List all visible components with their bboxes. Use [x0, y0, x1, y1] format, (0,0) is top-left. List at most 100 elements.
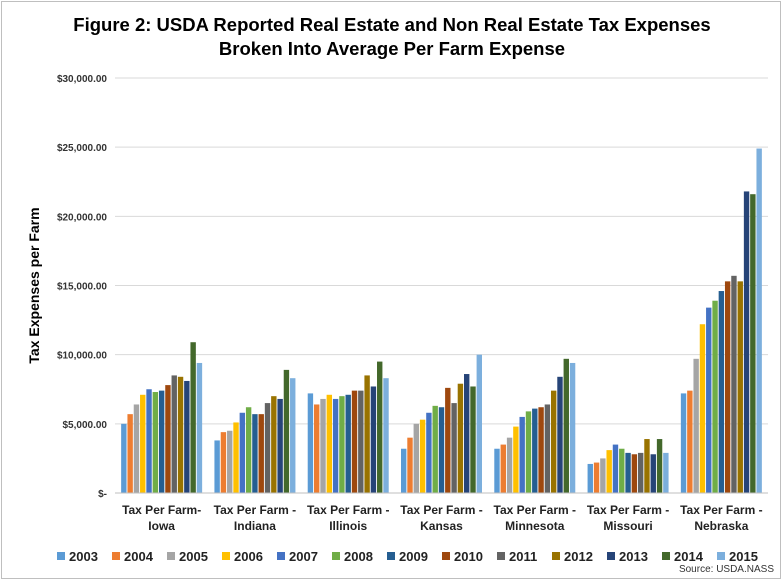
bar	[593, 462, 600, 493]
bar	[339, 396, 345, 493]
bar	[457, 383, 464, 493]
legend-swatch	[167, 552, 175, 560]
legend-label: 2014	[674, 548, 703, 564]
bar	[419, 419, 426, 493]
bar	[227, 430, 233, 493]
y-tick-label: $20,000.00	[57, 212, 107, 223]
bar	[364, 375, 370, 493]
category-label: Iowa	[148, 519, 175, 533]
bar	[718, 291, 725, 493]
bar	[464, 374, 470, 493]
bar	[445, 387, 451, 493]
bar	[470, 386, 476, 493]
legend-swatch	[112, 552, 120, 560]
bar	[619, 448, 625, 493]
bar	[650, 454, 656, 493]
bar	[500, 444, 506, 493]
bar	[600, 458, 606, 493]
legend-label: 2012	[564, 548, 593, 564]
bar	[637, 452, 644, 493]
bar	[177, 376, 184, 493]
category-label: Tax Per Farm -	[494, 503, 576, 517]
bar	[519, 416, 525, 493]
bar	[277, 398, 283, 493]
y-tick-label: $30,000.00	[57, 74, 107, 85]
bar	[165, 385, 171, 493]
bar	[133, 404, 140, 493]
bar	[644, 439, 650, 493]
bar	[680, 393, 687, 493]
legend-swatch	[442, 552, 450, 560]
bar	[426, 412, 432, 493]
bar	[557, 376, 563, 493]
legend-item: 2008	[332, 546, 373, 566]
bar	[712, 300, 718, 493]
bar	[525, 411, 532, 493]
legend-label: 2015	[729, 548, 758, 564]
bar	[345, 394, 351, 493]
legend-label: 2006	[234, 548, 263, 564]
bar	[724, 281, 731, 493]
legend-swatch	[717, 552, 725, 560]
bar	[538, 407, 544, 493]
bar	[737, 281, 743, 493]
bar	[220, 432, 227, 493]
legend-item: 2014	[662, 546, 703, 566]
bar	[569, 362, 576, 493]
legend-swatch	[387, 552, 395, 560]
y-axis-label: Tax Expenses per Farm	[26, 207, 42, 363]
bar	[171, 375, 177, 493]
legend-item: 2011	[497, 546, 537, 566]
bar	[320, 398, 326, 493]
legend-item: 2007	[277, 546, 318, 566]
bar	[699, 324, 706, 493]
bar	[127, 414, 133, 493]
chart-subtitle-line: Broken Into Average Per Farm Expense	[218, 38, 566, 59]
bar	[756, 148, 762, 494]
bar	[239, 412, 246, 493]
category-label: Kansas	[420, 519, 463, 533]
bar	[407, 437, 413, 493]
legend-label: 2004	[124, 548, 153, 564]
category-label: Tax Per Farm -	[307, 503, 389, 517]
legend-label: 2013	[619, 548, 648, 564]
category-label: Nebraska	[694, 519, 748, 533]
y-tick-label: $-	[98, 489, 107, 500]
bar	[370, 386, 377, 493]
category-label: Missouri	[603, 519, 652, 533]
bar	[377, 361, 383, 493]
bar	[152, 392, 159, 493]
bar	[550, 390, 557, 493]
legend-swatch	[552, 552, 560, 560]
category-label: Tax Per Farm -	[214, 503, 296, 517]
bar	[258, 414, 264, 493]
bar	[264, 403, 271, 493]
bar	[731, 275, 737, 493]
bar	[476, 354, 482, 493]
category-label: Indiana	[234, 519, 276, 533]
bar	[743, 191, 750, 493]
bar	[631, 454, 638, 493]
legend-swatch	[332, 552, 340, 560]
bar	[351, 390, 358, 493]
legend-swatch	[662, 552, 670, 560]
bar	[184, 380, 190, 493]
bar	[625, 452, 631, 493]
y-tick-label: $15,000.00	[57, 282, 107, 293]
bar	[606, 450, 612, 493]
legend-item: 2005	[167, 546, 208, 566]
legend-label: 2011	[509, 548, 538, 564]
bar	[383, 378, 389, 493]
bar	[158, 390, 165, 493]
category-label: Minnesota	[505, 519, 565, 533]
legend-swatch	[57, 552, 65, 560]
bar	[506, 437, 513, 493]
bar	[451, 403, 457, 493]
legend-label: 2010	[454, 548, 483, 564]
bar	[271, 396, 277, 493]
bar	[140, 394, 146, 493]
bar	[663, 452, 669, 493]
bar	[326, 394, 333, 493]
